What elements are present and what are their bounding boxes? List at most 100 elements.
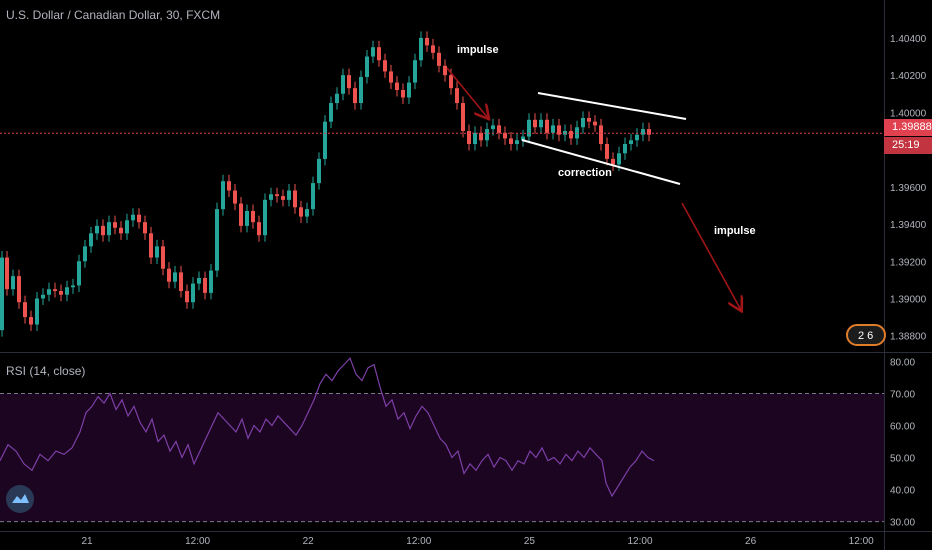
rsi-tick-label: 60.00 xyxy=(890,421,915,432)
candle-body xyxy=(473,132,477,144)
candle xyxy=(371,40,375,64)
price-tick-label: 1.40400 xyxy=(890,34,927,45)
price-axis[interactable]: 1.40400 1.40200 1.40000 1.39600 1.39400 1.392… xyxy=(890,34,927,343)
impulse-arrow-2[interactable] xyxy=(681,202,741,310)
candle-body xyxy=(389,71,393,83)
rsi-axis[interactable]: 80.00 70.00 60.00 50.00 40.00 30.00 xyxy=(890,357,915,528)
candle xyxy=(623,137,627,160)
economic-events-badge[interactable]: 2 6 xyxy=(846,324,886,346)
candle-body xyxy=(71,285,75,288)
candle-body xyxy=(29,317,33,325)
candle xyxy=(311,176,315,216)
candle xyxy=(257,215,261,242)
candle-body xyxy=(557,125,561,135)
candle xyxy=(83,239,87,268)
candle xyxy=(383,53,387,78)
candle xyxy=(551,118,555,140)
candle xyxy=(299,200,303,224)
candle-body xyxy=(11,276,15,290)
candle xyxy=(41,288,45,305)
logo-mark-icon xyxy=(12,494,29,503)
candle xyxy=(317,152,321,190)
candle xyxy=(71,278,75,294)
price-tick-label: 1.39400 xyxy=(890,220,927,231)
rsi-indicator-label[interactable]: RSI (14, close) xyxy=(6,364,86,378)
drawings[interactable]: impulse correction impulse xyxy=(446,44,756,310)
candle xyxy=(275,187,279,203)
channel-upper-line[interactable] xyxy=(537,92,687,120)
candle xyxy=(215,202,219,278)
candle xyxy=(179,265,183,298)
candle-body xyxy=(329,103,333,122)
annotation-impulse-1: impulse xyxy=(457,44,499,56)
candle xyxy=(323,115,327,166)
impulse-arrow-1[interactable] xyxy=(446,67,488,118)
candle xyxy=(389,64,393,90)
candle xyxy=(221,174,225,216)
candle xyxy=(533,113,537,134)
candle-body xyxy=(311,183,315,210)
candle-body xyxy=(635,134,639,141)
candle-body xyxy=(515,140,519,144)
candle xyxy=(197,271,201,291)
candle-body xyxy=(485,129,489,141)
candle xyxy=(569,124,573,145)
candle-body xyxy=(221,181,225,210)
candle xyxy=(527,113,531,144)
rsi-tick-label: 80.00 xyxy=(890,357,915,368)
candle-body xyxy=(143,222,147,234)
candle xyxy=(137,208,141,229)
candle-body xyxy=(173,272,177,282)
candle-body xyxy=(131,214,135,221)
candle xyxy=(437,46,441,73)
candle-body xyxy=(365,56,369,77)
candle-body xyxy=(491,125,495,130)
candle-body xyxy=(41,294,45,299)
candle xyxy=(185,284,189,309)
candle xyxy=(47,282,51,302)
channel-lower-line[interactable] xyxy=(521,139,681,185)
candle-body xyxy=(599,125,603,144)
rsi-line xyxy=(0,357,655,498)
candle-body xyxy=(137,214,141,223)
candle-body xyxy=(191,283,195,303)
candle-body xyxy=(629,140,633,144)
price-tick-label: 1.39600 xyxy=(890,183,927,194)
candle xyxy=(407,76,411,104)
candle xyxy=(17,269,21,309)
time-axis[interactable]: 21 12:00 22 12:00 25 12:00 26 12:00 xyxy=(81,536,874,547)
candle-body xyxy=(581,117,585,128)
candle xyxy=(611,152,615,171)
rsi-tick-label: 70.00 xyxy=(890,389,915,400)
candle-body xyxy=(479,132,483,141)
candle-body xyxy=(17,276,21,303)
candle-body xyxy=(59,291,63,295)
candle xyxy=(161,239,165,276)
candle-body xyxy=(281,196,285,200)
candle-body xyxy=(461,103,465,131)
candle xyxy=(479,126,483,147)
rsi-tick-label: 40.00 xyxy=(890,486,915,497)
candle xyxy=(0,251,4,337)
candle xyxy=(329,96,333,129)
candle-body xyxy=(467,130,471,144)
candle-body xyxy=(347,75,351,89)
candle xyxy=(647,122,651,142)
candle xyxy=(629,133,633,151)
candle-body xyxy=(509,138,513,144)
candle xyxy=(341,68,345,101)
candle-body xyxy=(545,119,549,133)
candle-body xyxy=(539,119,543,128)
time-tick-label: 12:00 xyxy=(185,536,210,547)
candle-body xyxy=(53,289,57,292)
tradingview-logo-icon[interactable] xyxy=(6,485,34,513)
candle-body xyxy=(263,199,267,236)
candle-body xyxy=(617,153,621,165)
price-tick-label: 1.38800 xyxy=(890,332,927,343)
candle-body xyxy=(431,45,435,53)
time-tick-label: 21 xyxy=(81,536,93,547)
candle xyxy=(227,174,231,198)
candle xyxy=(167,262,171,289)
candle xyxy=(467,124,471,151)
